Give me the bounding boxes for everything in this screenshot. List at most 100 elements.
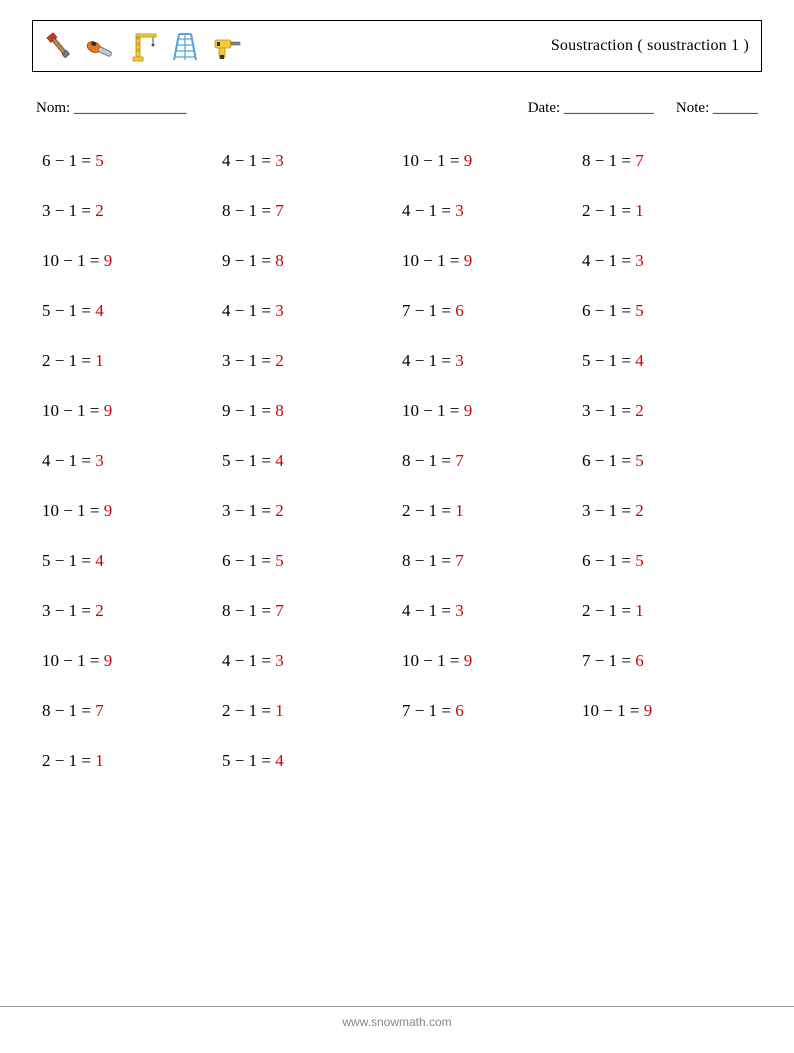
answer-text: 9 [104,251,113,270]
problem-cell: 2 − 1 = 1 [582,201,762,221]
chainsaw-icon [83,28,119,64]
problem-cell: 2 − 1 = 1 [42,351,222,371]
answer-text: 9 [464,401,473,420]
problem-cell: 4 − 1 = 3 [402,351,582,371]
problem-text: 3 − 1 = [42,201,95,220]
problem-text: 6 − 1 = [222,551,275,570]
problem-text: 4 − 1 = [582,251,635,270]
problem-text: 10 − 1 = [42,501,104,520]
problem-text: 9 − 1 = [222,251,275,270]
problem-cell: 3 − 1 = 2 [42,201,222,221]
answer-text: 9 [104,651,113,670]
problem-text: 10 − 1 = [402,651,464,670]
problem-text: 8 − 1 = [42,701,95,720]
problem-cell: 6 − 1 = 5 [222,551,402,571]
problem-cell: 2 − 1 = 1 [222,701,402,721]
problem-cell: 10 − 1 = 9 [582,701,762,721]
problem-text: 8 − 1 = [222,201,275,220]
answer-text: 9 [104,401,113,420]
problem-cell: 2 − 1 = 1 [42,751,222,771]
problem-cell: 7 − 1 = 6 [582,651,762,671]
answer-text: 7 [275,601,284,620]
answer-text: 3 [95,451,104,470]
problem-text: 10 − 1 = [402,151,464,170]
answer-text: 3 [455,201,464,220]
note-field: Note: ______ [676,100,758,117]
problem-cell: 6 − 1 = 5 [582,451,762,471]
problem-text: 8 − 1 = [402,451,455,470]
problem-cell: 3 − 1 = 2 [582,401,762,421]
problem-cell: 4 − 1 = 3 [222,301,402,321]
worksheet-title: Soustraction ( soustraction 1 ) [551,37,749,55]
answer-text: 7 [455,551,464,570]
header-box: Soustraction ( soustraction 1 ) [32,20,762,72]
answer-text: 5 [95,151,104,170]
problem-grid: 6 − 1 = 54 − 1 = 310 − 1 = 98 − 1 = 73 −… [32,151,762,771]
problem-cell: 8 − 1 = 7 [402,551,582,571]
problem-cell: 10 − 1 = 9 [42,251,222,271]
problem-text: 4 − 1 = [402,201,455,220]
problem-text: 4 − 1 = [222,151,275,170]
problem-cell: 10 − 1 = 9 [402,401,582,421]
problem-text: 5 − 1 = [222,751,275,770]
problem-text: 2 − 1 = [42,751,95,770]
problem-cell: 10 − 1 = 9 [402,251,582,271]
answer-text: 5 [635,451,644,470]
problem-text: 3 − 1 = [222,501,275,520]
answer-text: 7 [455,451,464,470]
problem-cell: 4 − 1 = 3 [582,251,762,271]
answer-text: 8 [275,401,284,420]
problem-text: 5 − 1 = [222,451,275,470]
problem-cell: 4 − 1 = 3 [402,201,582,221]
problem-text: 7 − 1 = [582,651,635,670]
answer-text: 5 [635,551,644,570]
problem-cell: 2 − 1 = 1 [582,601,762,621]
problem-cell: 6 − 1 = 5 [582,301,762,321]
drill-icon [209,28,245,64]
answer-text: 9 [644,701,653,720]
problem-cell [582,751,762,771]
footer-link: www.snowmath.com [342,1015,451,1029]
problem-cell: 7 − 1 = 6 [402,301,582,321]
problem-cell: 10 − 1 = 9 [402,651,582,671]
problem-text: 2 − 1 = [582,201,635,220]
answer-text: 3 [275,301,284,320]
problem-text: 4 − 1 = [222,301,275,320]
answer-text: 9 [104,501,113,520]
problem-cell: 6 − 1 = 5 [42,151,222,171]
problem-cell: 10 − 1 = 9 [42,501,222,521]
answer-text: 6 [635,651,644,670]
problem-cell: 10 − 1 = 9 [402,151,582,171]
problem-cell: 4 − 1 = 3 [222,651,402,671]
problem-cell [402,751,582,771]
answer-text: 4 [275,451,284,470]
answer-text: 4 [95,301,104,320]
problem-text: 3 − 1 = [582,401,635,420]
answer-text: 9 [464,251,473,270]
problem-cell: 8 − 1 = 7 [582,151,762,171]
answer-text: 1 [635,201,644,220]
problem-text: 4 − 1 = [222,651,275,670]
problem-cell: 3 − 1 = 2 [42,601,222,621]
problem-text: 8 − 1 = [402,551,455,570]
answer-text: 9 [464,651,473,670]
answer-text: 2 [635,501,644,520]
problem-cell: 8 − 1 = 7 [42,701,222,721]
answer-text: 3 [455,351,464,370]
answer-text: 4 [635,351,644,370]
answer-text: 5 [275,551,284,570]
problem-cell: 5 − 1 = 4 [222,451,402,471]
problem-cell: 3 − 1 = 2 [582,501,762,521]
problem-text: 5 − 1 = [42,551,95,570]
problem-text: 7 − 1 = [402,301,455,320]
answer-text: 4 [275,751,284,770]
answer-text: 3 [635,251,644,270]
problem-text: 10 − 1 = [402,401,464,420]
wrench-icon [41,28,77,64]
problem-text: 10 − 1 = [42,251,104,270]
answer-text: 2 [635,401,644,420]
info-row: Nom: _______________ Date: ____________ … [32,100,762,117]
problem-text: 8 − 1 = [222,601,275,620]
answer-text: 9 [464,151,473,170]
problem-text: 6 − 1 = [42,151,95,170]
